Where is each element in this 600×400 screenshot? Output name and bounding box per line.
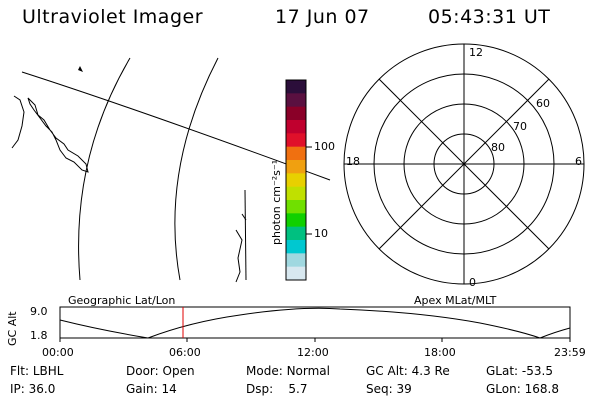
colorbar-segment: [286, 133, 306, 148]
strip-right-title: Apex MLat/MLT: [414, 294, 497, 307]
info-glat: GLat: -53.5: [486, 364, 553, 378]
altitude-curve: [59, 307, 571, 339]
colorbar-segment: [286, 266, 306, 281]
date-label: 17 Jun 07: [275, 6, 370, 28]
map-edge-right: [244, 189, 247, 281]
colorbar-tick-10: 10: [314, 227, 328, 240]
info-door: Door: Open: [126, 364, 195, 378]
coastline-4: [241, 213, 247, 221]
info-seq: Seq: 39: [366, 382, 412, 396]
coastline: [27, 97, 89, 173]
colorbar-segment: [286, 80, 306, 94]
longitude-line-1: [78, 57, 131, 281]
colorbar-segment: [286, 173, 306, 188]
mlt-label-18: 18: [346, 155, 360, 168]
strip-xtick-1800: 18:00: [424, 346, 456, 359]
colorbar-segment: [286, 106, 306, 121]
mlat-label-70: 70: [513, 120, 527, 133]
latitude-line: [21, 71, 331, 181]
colorbar-segment: [286, 120, 306, 134]
colorbar-tick-100: 100: [314, 140, 335, 153]
colorbar-segment: [286, 226, 306, 241]
strip-xtick-0000: 00:00: [42, 346, 74, 359]
polar-diagonal-2: [378, 78, 550, 250]
strip-left-title: Geographic Lat/Lon: [68, 294, 176, 307]
strip-ytick-bottom: 1.8: [30, 329, 48, 342]
info-dsp: Dsp: 5.7: [246, 382, 308, 396]
strip-frame: [59, 306, 571, 339]
colorbar-segment: [286, 93, 306, 108]
marker-icon: [78, 66, 83, 72]
info-gain: Gain: 14: [126, 382, 177, 396]
coastline-2: [11, 95, 25, 149]
info-glon: GLon: 168.8: [486, 382, 559, 396]
mlt-label-0: 0: [469, 276, 476, 289]
coastline-3: [235, 229, 243, 283]
colorbar-segment: [286, 200, 306, 214]
mlat-label-80: 80: [491, 141, 505, 154]
strip-xtick-0600: 06:00: [169, 346, 201, 359]
strip-xtick-1200: 12:00: [297, 346, 329, 359]
time-label: 05:43:31 UT: [428, 6, 551, 28]
info-ip: IP: 36.0: [10, 382, 56, 396]
colorbar-segment: [286, 240, 306, 254]
colorbar-segment: [286, 186, 306, 201]
longitude-line-2: [174, 57, 219, 281]
mlt-label-12: 12: [469, 46, 483, 59]
colorbar-segment: [286, 146, 306, 161]
strip-ytick-top: 9.0: [30, 305, 48, 318]
colorbar-segment: [286, 160, 306, 174]
mlt-label-6: 6: [575, 155, 582, 168]
strip-xtick-2359: 23:59: [554, 346, 586, 359]
colorbar-segment: [286, 253, 306, 268]
instrument-title: Ultraviolet Imager: [22, 6, 204, 28]
info-flt: Flt: LBHL: [10, 364, 64, 378]
strip-ylabel: GC Alt: [6, 311, 19, 346]
info-mode: Mode: Normal: [246, 364, 330, 378]
info-gc-alt: GC Alt: 4.3 Re: [366, 364, 450, 378]
colorbar-segment: [286, 213, 306, 228]
mlat-label-60: 60: [536, 97, 550, 110]
